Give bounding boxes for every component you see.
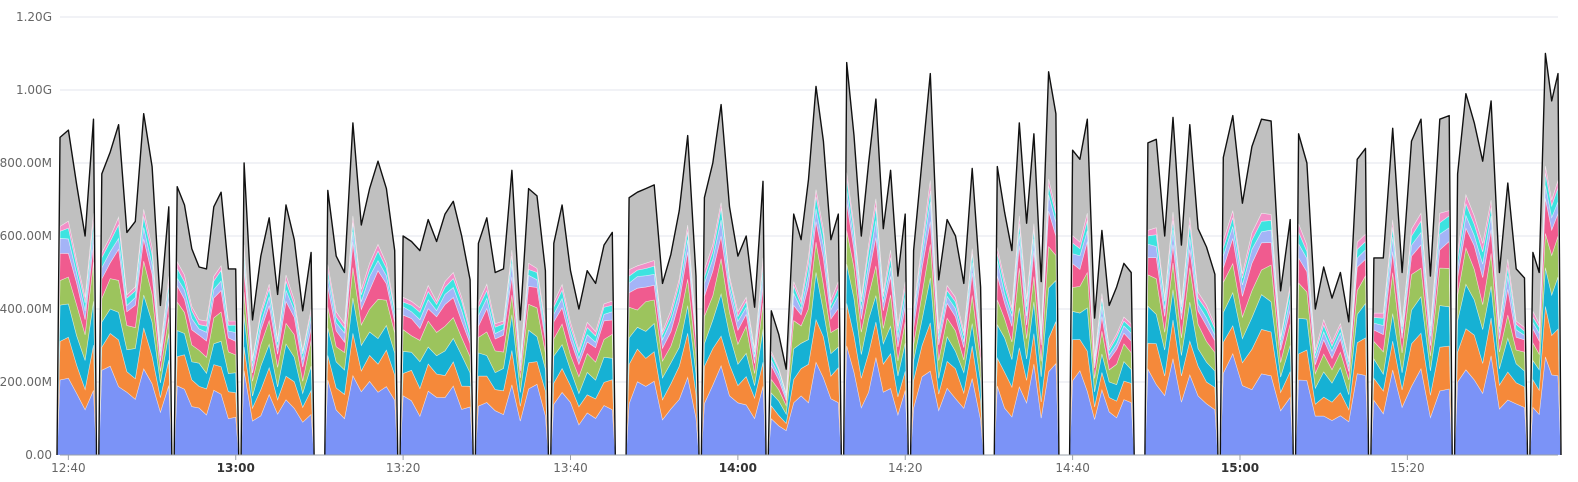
total-line — [173, 186, 240, 456]
total-line — [324, 122, 399, 456]
y-tick-label: 400.00M — [0, 302, 52, 316]
x-tick-label: 15:20 — [1390, 461, 1425, 475]
total-line — [550, 204, 616, 456]
total-line — [474, 169, 550, 456]
total-line — [1453, 93, 1529, 456]
total-line — [1294, 133, 1370, 456]
x-tick-label: 13:20 — [386, 461, 421, 475]
x-axis-labels: 12:40 13:00 13:20 13:40 14:00 14:20 14:40 15:00… — [51, 461, 1425, 475]
total-lines — [56, 52, 1562, 456]
total-line — [56, 118, 98, 456]
total-line — [767, 85, 842, 456]
axes — [60, 454, 1558, 460]
y-tick-label: 0.00 — [25, 448, 52, 462]
total-line — [1529, 52, 1562, 456]
y-tick-label: 600.00M — [0, 229, 52, 243]
total-line — [625, 134, 700, 456]
y-axis-labels: 0.00 200.00M 400.00M 600.00M 800.00M 1.00G 1.2… — [0, 10, 52, 462]
x-tick-label: 14:00 — [719, 461, 757, 475]
x-tick-label: 12:40 — [51, 461, 86, 475]
series-areas — [56, 53, 1562, 456]
total-line — [993, 71, 1060, 456]
y-tick-label: 1.00G — [16, 83, 52, 97]
total-line — [843, 61, 909, 456]
total-line — [399, 200, 474, 456]
total-line — [909, 72, 985, 456]
x-tick-label: 14:40 — [1055, 461, 1090, 475]
x-tick-label: 15:00 — [1221, 461, 1259, 475]
total-line — [700, 103, 767, 456]
total-line — [98, 113, 173, 456]
total-line — [1144, 116, 1219, 456]
total-line — [1370, 114, 1453, 456]
total-line — [1068, 118, 1135, 456]
total-line — [1219, 114, 1294, 456]
x-tick-label: 13:40 — [553, 461, 588, 475]
y-tick-label: 200.00M — [0, 375, 52, 389]
total-line — [240, 162, 315, 456]
x-tick-label: 13:00 — [217, 461, 255, 475]
y-tick-label: 800.00M — [0, 156, 52, 170]
y-tick-label: 1.20G — [16, 10, 52, 24]
x-tick-label: 14:20 — [888, 461, 923, 475]
